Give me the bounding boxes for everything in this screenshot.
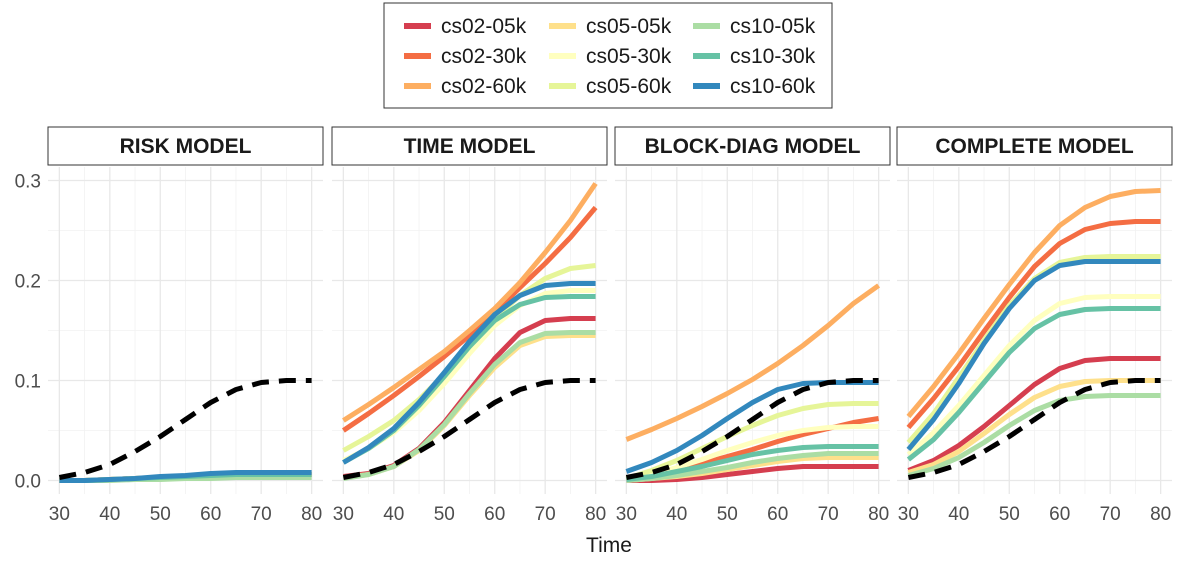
strip-risk-model bbox=[47, 126, 324, 166]
legend-label-cs02-60k: cs02-60k bbox=[441, 75, 527, 98]
series-line-cs05-30k bbox=[625, 424, 879, 482]
x-tick-label: 80 bbox=[301, 504, 322, 525]
legend-label-cs02-05k: cs02-05k bbox=[441, 15, 527, 38]
gridlines bbox=[48, 167, 323, 494]
legend-item-cs02-60k: cs02-60k bbox=[404, 75, 527, 98]
legend-label-cs02-30k: cs02-30k bbox=[441, 45, 527, 68]
legend-item-cs05-05k: cs05-05k bbox=[549, 15, 672, 38]
series-line-cs02-60k bbox=[625, 283, 881, 442]
x-tick-label: 50 bbox=[999, 504, 1020, 525]
x-tick-label: 40 bbox=[383, 504, 404, 525]
x-tick-label: 80 bbox=[868, 504, 889, 525]
series-line-cs10-05k bbox=[907, 393, 1161, 478]
strip-title-complete-model: COMPLETE MODEL bbox=[935, 135, 1134, 158]
legend-item-cs02-30k: cs02-30k bbox=[404, 45, 527, 68]
strip-title-time-model: TIME MODEL bbox=[404, 135, 536, 158]
strip-block-diag-model bbox=[614, 126, 891, 166]
panel-risk-model: RISK MODEL 30 40 50 60 70 80 0.0 0.1 0.2 0.3 bbox=[15, 126, 324, 525]
series-line-cs02-05k bbox=[907, 356, 1161, 473]
x-tick-label: 80 bbox=[1150, 504, 1171, 525]
x-tick-label: 60 bbox=[200, 504, 221, 525]
strip-title-risk-model: RISK MODEL bbox=[120, 135, 252, 158]
series-lines bbox=[342, 182, 598, 481]
panel-block-diag-model: BLOCK-DIAG MODEL 30 40 50 60 70 80 bbox=[614, 126, 891, 525]
series-lines bbox=[906, 188, 1161, 480]
x-tick-label: 60 bbox=[767, 504, 788, 525]
legend-box bbox=[383, 2, 833, 109]
x-tick-label: 60 bbox=[484, 504, 505, 525]
series-line-cs10-60k bbox=[59, 470, 312, 483]
x-tick-label: 50 bbox=[717, 504, 738, 525]
x-tick-label: 40 bbox=[666, 504, 687, 525]
series-line-cs02-60k bbox=[342, 182, 598, 423]
x-tick-label: 70 bbox=[818, 504, 839, 525]
y-tick-label: 0.3 bbox=[15, 172, 41, 193]
reference-line bbox=[342, 378, 596, 480]
panel-complete-model: COMPLETE MODEL 30 40 50 60 70 80 bbox=[896, 126, 1173, 525]
strip-title-block-diag-model: BLOCK-DIAG MODEL bbox=[645, 135, 861, 158]
series-line-cs05-30k bbox=[906, 294, 1161, 457]
x-tick-label: 80 bbox=[585, 504, 606, 525]
legend: cs02-05k cs02-30k cs02-60k cs05-05k cs05-30k… bbox=[383, 2, 833, 109]
legend-label-cs05-05k: cs05-05k bbox=[586, 15, 672, 38]
series-line-cs10-30k bbox=[626, 444, 879, 482]
legend-label-cs10-60k: cs10-60k bbox=[730, 75, 816, 98]
x-tick-label: 30 bbox=[49, 504, 70, 525]
series-line-cs05-05k bbox=[907, 378, 1161, 475]
series-line-cs10-05k bbox=[626, 451, 879, 483]
x-tick-label: 70 bbox=[1100, 504, 1121, 525]
y-tick-label: 0.0 bbox=[15, 472, 41, 493]
x-axis-title: Time bbox=[586, 534, 632, 557]
x-tick-label: 50 bbox=[150, 504, 171, 525]
series-line-cs02-60k bbox=[906, 188, 1161, 419]
series-line-cs10-60k bbox=[906, 259, 1161, 452]
panel-time-model: TIME MODEL 30 40 50 60 70 80 bbox=[331, 126, 608, 525]
strip-time-model bbox=[331, 126, 608, 166]
series-line-cs02-30k bbox=[342, 205, 598, 433]
legend-item-cs05-30k: cs05-30k bbox=[549, 45, 672, 68]
x-tick-label: 70 bbox=[251, 504, 272, 525]
y-tick-label: 0.2 bbox=[15, 272, 41, 293]
legend-item-cs10-30k: cs10-30k bbox=[693, 45, 816, 68]
series-line-cs02-05k bbox=[626, 464, 879, 483]
legend-item-cs02-05k: cs02-05k bbox=[404, 15, 527, 38]
strip-complete-model bbox=[896, 126, 1173, 166]
x-tick-label: 30 bbox=[898, 504, 919, 525]
reference-line bbox=[907, 378, 1161, 480]
series-line-cs10-60k bbox=[625, 380, 879, 474]
x-tick-label: 50 bbox=[434, 504, 455, 525]
legend-item-cs10-60k: cs10-60k bbox=[693, 75, 816, 98]
x-tick-label: 40 bbox=[948, 504, 969, 525]
panels: RISK MODEL 30 40 50 60 70 80 0.0 0.1 0.2 0.3 TIME M… bbox=[15, 126, 1173, 525]
series-line-cs10-30k bbox=[906, 306, 1161, 462]
series-line-cs05-60k bbox=[625, 401, 879, 481]
legend-label-cs05-30k: cs05-30k bbox=[586, 45, 672, 68]
legend-label-cs10-05k: cs10-05k bbox=[730, 15, 816, 38]
legend-label-cs10-30k: cs10-30k bbox=[730, 45, 816, 68]
series-lines bbox=[625, 283, 881, 483]
y-tick-label: 0.1 bbox=[15, 372, 41, 393]
x-tick-label: 60 bbox=[1049, 504, 1070, 525]
series-line-cs10-60k bbox=[342, 281, 596, 465]
legend-item-cs05-60k: cs05-60k bbox=[549, 75, 672, 98]
legend-label-cs05-60k: cs05-60k bbox=[586, 75, 672, 98]
series-lines bbox=[58, 378, 312, 483]
legend-item-cs10-05k: cs10-05k bbox=[693, 15, 816, 38]
reference-line bbox=[58, 378, 312, 480]
x-tick-label: 40 bbox=[99, 504, 120, 525]
x-tick-label: 30 bbox=[616, 504, 637, 525]
reference-line bbox=[625, 378, 879, 480]
x-tick-label: 30 bbox=[333, 504, 354, 525]
x-tick-label: 70 bbox=[535, 504, 556, 525]
series-line-cs02-30k bbox=[906, 219, 1161, 430]
